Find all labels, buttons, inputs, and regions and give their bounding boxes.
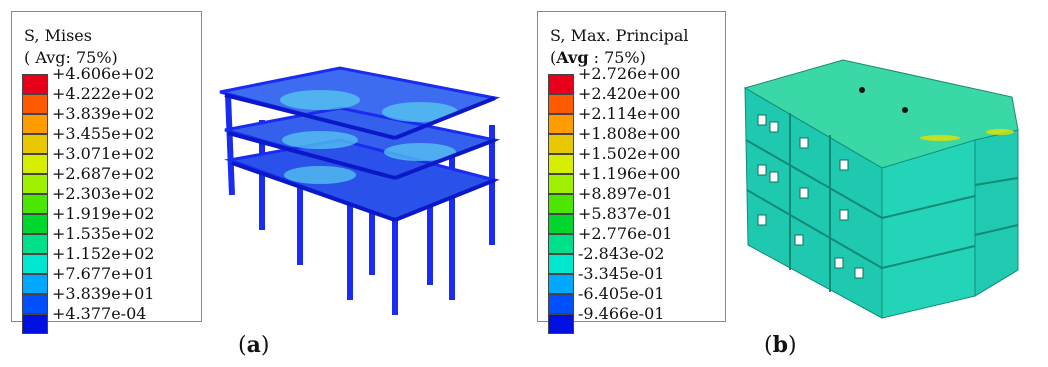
legend-b-tick-label: +8.897e-01 [578,184,673,203]
legend-b-tick-label: -9.466e-01 [578,304,665,323]
legend-b-tick-label: +2.726e+00 [578,64,681,83]
legend-a-swatch-11 [22,294,48,314]
legend-a-tick-label: +2.303e+02 [52,184,155,203]
legend-a-swatch-0 [22,74,48,94]
legend-b-tick-label: +1.808e+00 [578,124,681,143]
legend-a-tick-label: +2.687e+02 [52,164,155,183]
caption-a: (a) [238,332,270,358]
legend-b-tick-label: -3.345e-01 [578,264,665,283]
legend-a-swatch-6 [22,194,48,214]
legend-b-swatch-8 [548,234,574,254]
legend-a-swatch-8 [22,234,48,254]
legend-a-swatch-3 [22,134,48,154]
legend-b-swatch-9 [548,254,574,274]
legend-b-swatch-1 [548,94,574,114]
legend-a-tick-label: +7.677e+01 [52,264,155,283]
legend-a-swatch-7 [22,214,48,234]
legend-b-swatch-3 [548,134,574,154]
legend-title-b: S, Max. Principal [550,26,689,45]
legend-a-tick-label: +4.377e-04 [52,304,147,323]
legend-b-swatch-5 [548,174,574,194]
legend-a-swatch-4 [22,154,48,174]
legend-a-tick-label: +3.071e+02 [52,144,155,163]
legend-subtitle-a: ( Avg: 75%) [24,48,118,67]
legend-a-tick-label: +3.839e+02 [52,104,155,123]
legend-a-tick-label: +1.152e+02 [52,244,155,263]
legend-b-swatch-11 [548,294,574,314]
legend-b-tick-label: -2.843e-02 [578,244,665,263]
legend-panel-b: S, Max. Principal (Avg : 75%) +2.726e+00… [537,11,726,334]
legend-b-tick-label: +1.502e+00 [578,144,681,163]
legend-a-swatch-10 [22,274,48,294]
legend-a-swatch-12 [22,314,48,334]
legend-b-swatch-7 [548,214,574,234]
legend-a-tick-label: +1.919e+02 [52,204,155,223]
caption-b: (b) [764,332,797,358]
legend-b-tick-label: +2.420e+00 [578,84,681,103]
legend-a-tick-label: +4.606e+02 [52,64,155,83]
legend-b-tick-label: +2.114e+00 [578,104,681,123]
legend-b-tick-label: +1.196e+00 [578,164,681,183]
legend-b-swatch-0 [548,74,574,94]
legend-b-tick-label: +5.837e-01 [578,204,673,223]
legend-b-swatch-12 [548,314,574,334]
legend-title-a: S, Mises [24,26,92,45]
legend-b-swatch-4 [548,154,574,174]
legend-a-tick-label: +4.222e+02 [52,84,155,103]
legend-b-tick-label: +2.776e-01 [578,224,673,243]
legend-a-swatch-1 [22,94,48,114]
legend-panel-a: S, Mises ( Avg: 75%) +4.606e+02 +4.222e+0… [11,11,202,334]
legend-b-swatch-2 [548,114,574,134]
legend-b-tick-label: -6.405e-01 [578,284,665,303]
legend-b-swatch-6 [548,194,574,214]
legend-b-swatch-10 [548,274,574,294]
legend-a-swatch-5 [22,174,48,194]
legend-a-tick-label: +3.839e+01 [52,284,155,303]
legend-a-tick-label: +1.535e+02 [52,224,155,243]
legend-a-swatch-9 [22,254,48,274]
legend-a-swatch-2 [22,114,48,134]
legend-subtitle-b: (Avg : 75%) [550,48,646,67]
legend-a-tick-label: +3.455e+02 [52,124,155,143]
